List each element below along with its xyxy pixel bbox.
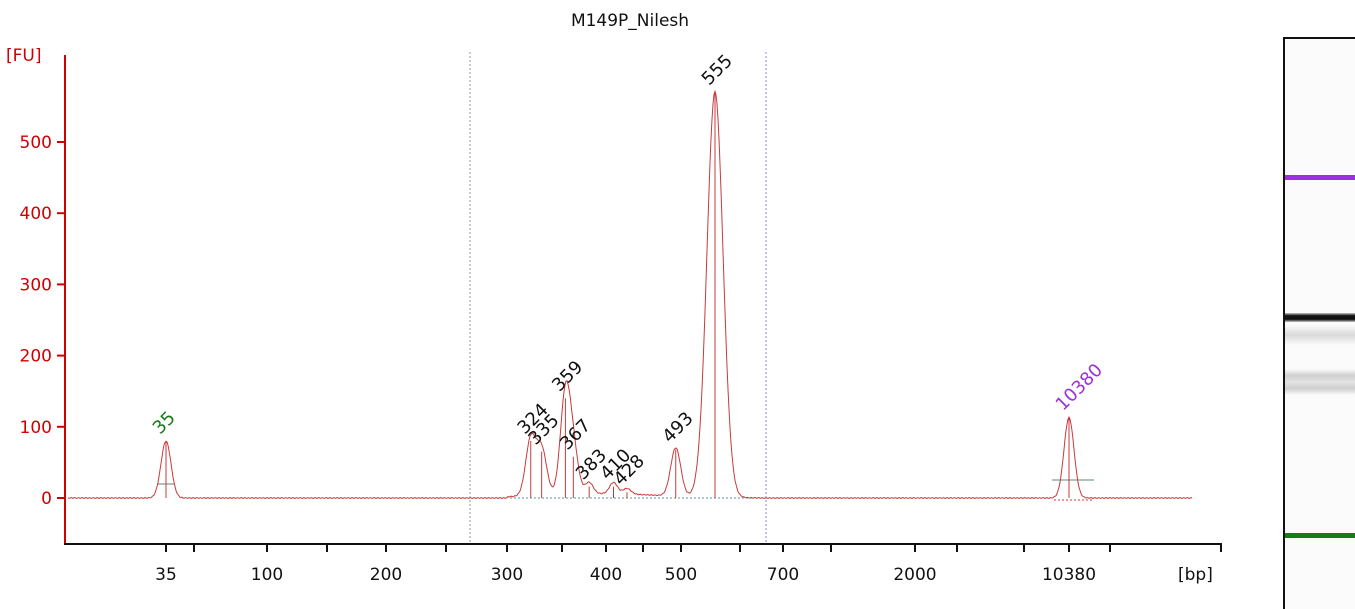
chart-title: M149P_Nilesh (571, 11, 689, 31)
x-tick-label-300: 300 (491, 565, 523, 585)
x-tick-label-2000: 2000 (893, 565, 936, 585)
y-tick-label-200: 200 (20, 347, 52, 367)
x-axis-label: [bp] (1178, 565, 1213, 585)
x-tick-label-10380: 10380 (1042, 565, 1096, 585)
lower-band (1285, 369, 1355, 395)
x-tick-label-500: 500 (665, 565, 697, 585)
peak-label-493: 493 (658, 408, 697, 447)
peak-label-359: 359 (548, 357, 587, 396)
y-tick-label-100: 100 (20, 418, 52, 438)
peak-label-367: 367 (556, 415, 595, 454)
y-tick-label-300: 300 (20, 275, 52, 295)
y-tick-label-500: 500 (20, 133, 52, 153)
signal-trace (67, 89, 1193, 499)
y-axis-label: [FU] (6, 46, 42, 66)
x-tick-label-700: 700 (767, 565, 799, 585)
y-tick-label-400: 400 (20, 204, 52, 224)
x-tick-label-35: 35 (155, 565, 177, 585)
upper-marker-band (1285, 175, 1355, 180)
x-tick-label-200: 200 (370, 565, 402, 585)
electropherogram-chart: M149P_Nilesh [FU] [bp] 0100200300400500 … (6, 11, 1222, 585)
peak-label-10380: 10380 (1052, 360, 1107, 415)
x-tick-label-400: 400 (590, 565, 622, 585)
x-tick-label-100: 100 (251, 565, 283, 585)
gel-lane (1283, 37, 1355, 609)
y-tick-label-0: 0 (41, 489, 52, 509)
secondary-band (1285, 325, 1355, 345)
main-band (1285, 313, 1355, 322)
lower-marker-band (1285, 533, 1355, 538)
peak-label-555: 555 (698, 51, 737, 90)
peak-label-35: 35 (149, 408, 180, 439)
